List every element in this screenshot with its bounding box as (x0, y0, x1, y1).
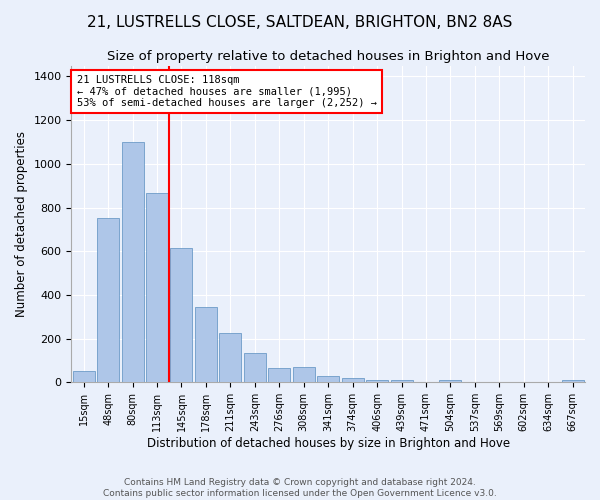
Bar (268, 368, 290, 382)
Bar (97, 218, 119, 382)
Bar (244, 353, 266, 382)
Text: Contains HM Land Registry data © Crown copyright and database right 2024.
Contai: Contains HM Land Registry data © Crown c… (103, 478, 497, 498)
Bar (73, 372, 95, 382)
Text: 21, LUSTRELLS CLOSE, SALTDEAN, BRIGHTON, BN2 8AS: 21, LUSTRELLS CLOSE, SALTDEAN, BRIGHTON,… (88, 15, 512, 30)
Bar (562, 380, 584, 382)
Bar (439, 380, 461, 382)
Bar (170, 248, 193, 382)
Bar (293, 367, 315, 382)
Bar (366, 380, 388, 382)
Bar (391, 380, 413, 382)
Bar (122, 142, 143, 382)
Bar (341, 378, 364, 382)
Bar (195, 307, 217, 382)
Text: 21 LUSTRELLS CLOSE: 118sqm
← 47% of detached houses are smaller (1,995)
53% of s: 21 LUSTRELLS CLOSE: 118sqm ← 47% of deta… (77, 75, 377, 108)
Bar (220, 333, 241, 382)
Bar (317, 376, 339, 382)
Y-axis label: Number of detached properties: Number of detached properties (15, 131, 28, 317)
X-axis label: Distribution of detached houses by size in Brighton and Hove: Distribution of detached houses by size … (146, 437, 510, 450)
Title: Size of property relative to detached houses in Brighton and Hove: Size of property relative to detached ho… (107, 50, 550, 63)
Bar (146, 194, 168, 382)
